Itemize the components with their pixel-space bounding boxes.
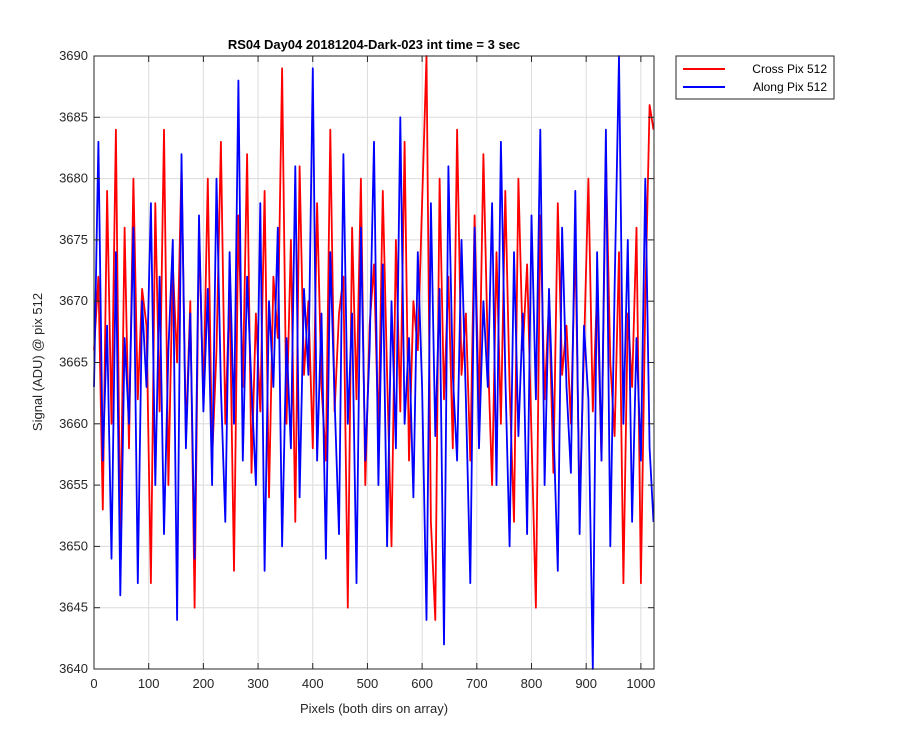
x-tick-label-1: 100: [138, 676, 160, 691]
y-tick-label-3: 3655: [59, 477, 88, 492]
y-tick-label-1: 3645: [59, 600, 88, 615]
x-axis-label: Pixels (both dirs on array): [300, 701, 448, 716]
y-tick-label-6: 3670: [59, 293, 88, 308]
y-axis-label: Signal (ADU) @ pix 512: [30, 293, 45, 431]
x-tick-label-9: 900: [575, 676, 597, 691]
y-tick-label-8: 3680: [59, 171, 88, 186]
x-tick-label-6: 600: [411, 676, 433, 691]
legend: Cross Pix 512 Along Pix 512: [675, 55, 835, 100]
x-tick-label-7: 700: [466, 676, 488, 691]
legend-label-0: Cross Pix 512: [752, 62, 827, 76]
x-tick-label-2: 200: [193, 676, 215, 691]
series-line-along-pix-512: [93, 55, 655, 670]
y-tick-label-10: 3690: [59, 48, 88, 63]
axis-ticks: [93, 55, 654, 670]
series-lines: [93, 55, 655, 670]
x-tick-label-3: 300: [247, 676, 269, 691]
x-tick-label-0: 0: [90, 676, 97, 691]
x-tick-label-10: 1000: [626, 676, 655, 691]
chart-title: RS04 Day04 20181204-Dark-023 int time = …: [228, 37, 520, 52]
y-tick-label-5: 3665: [59, 355, 88, 370]
y-tick-label-2: 3650: [59, 538, 88, 553]
x-tick-label-8: 800: [521, 676, 543, 691]
x-tick-label-5: 500: [357, 676, 379, 691]
y-tick-label-9: 3685: [59, 109, 88, 124]
legend-box: [675, 55, 835, 100]
y-tick-label-4: 3660: [59, 416, 88, 431]
y-tick-label-0: 3640: [59, 661, 88, 676]
y-tick-label-7: 3675: [59, 232, 88, 247]
tick-labels: 0 100 200 300 400 500 600 700 800 900 1000 3640 3645…: [59, 48, 655, 691]
x-tick-label-4: 400: [302, 676, 324, 691]
legend-label-1: Along Pix 512: [753, 80, 827, 94]
